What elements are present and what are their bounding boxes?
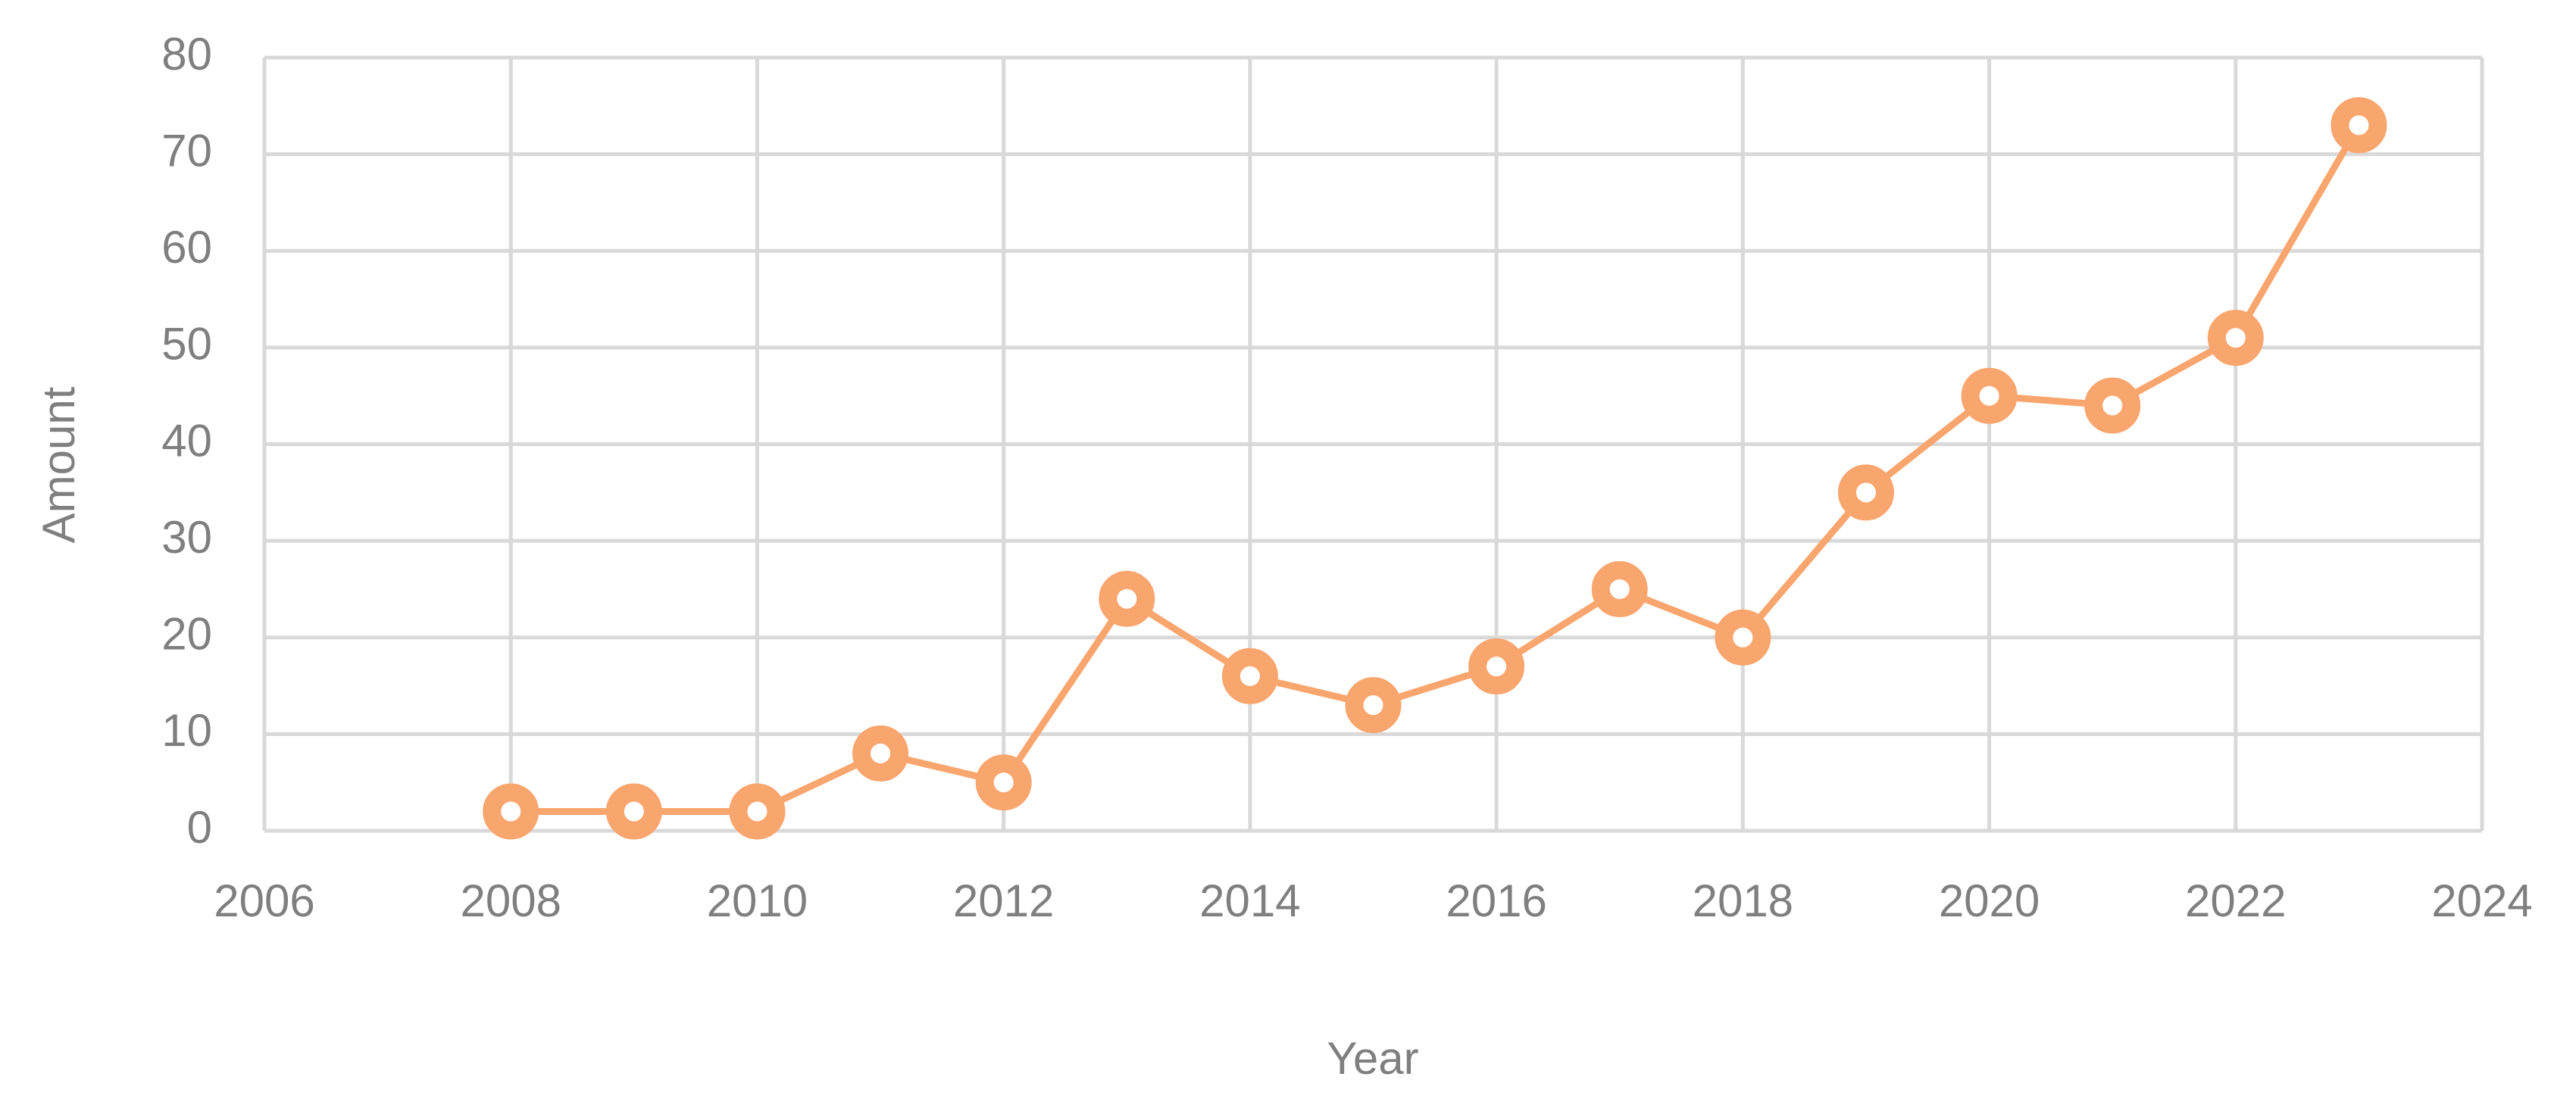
x-tick-label: 2006 xyxy=(214,875,314,926)
x-tick-label: 2008 xyxy=(460,875,561,926)
x-tick-label: 2022 xyxy=(2185,875,2286,926)
y-tick-label: 10 xyxy=(161,705,212,756)
data-point xyxy=(975,754,1032,811)
y-tick-label: 80 xyxy=(161,29,212,80)
data-point xyxy=(1961,367,2018,424)
x-axis-title: Year xyxy=(1327,1033,1418,1084)
y-tick-label: 60 xyxy=(161,222,212,273)
x-tick-label: 2012 xyxy=(953,875,1054,926)
data-point xyxy=(2084,377,2141,434)
data-point xyxy=(2207,310,2264,367)
data-point xyxy=(1591,560,1648,617)
data-point xyxy=(483,783,539,840)
y-tick-label: 20 xyxy=(161,609,212,660)
x-tick-label: 2020 xyxy=(1939,875,2040,926)
x-tick-label: 2018 xyxy=(1693,875,1793,926)
data-point xyxy=(1221,648,1278,704)
data-point xyxy=(1099,570,1155,627)
y-tick-label: 0 xyxy=(187,802,212,853)
y-axis-title: Amount xyxy=(33,386,84,543)
data-point xyxy=(1837,464,1894,521)
y-tick-label: 40 xyxy=(161,415,212,466)
data-point xyxy=(1715,609,1771,666)
y-tick-label: 30 xyxy=(161,512,212,563)
x-tick-label: 2024 xyxy=(2431,875,2532,926)
data-point xyxy=(852,725,909,782)
y-tick-label: 70 xyxy=(161,125,212,176)
data-point xyxy=(729,783,786,840)
x-tick-label: 2016 xyxy=(1446,875,1546,926)
data-point xyxy=(2331,97,2387,154)
data-point xyxy=(1345,677,1402,734)
data-point xyxy=(1468,638,1525,695)
data-point xyxy=(605,783,662,840)
y-tick-label: 50 xyxy=(161,319,212,370)
series-line xyxy=(511,123,2362,815)
x-tick-label: 2014 xyxy=(1199,875,1300,926)
x-tick-label: 2010 xyxy=(707,875,808,926)
